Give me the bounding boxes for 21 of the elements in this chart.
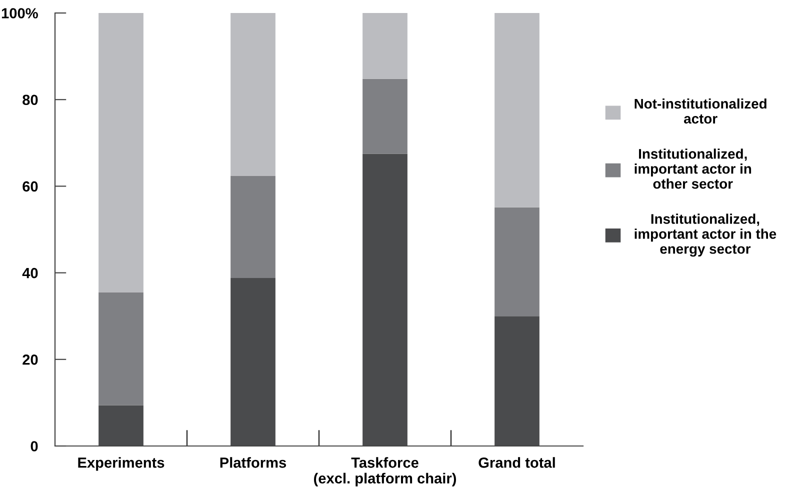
y-tick-label: 100% — [2, 8, 38, 18]
bar — [98, 292, 144, 406]
bar — [230, 13, 276, 176]
x-tick-label: Taskforce (excl. platform chair) — [314, 457, 456, 486]
y-tick-label: 60 — [22, 181, 38, 192]
y-tick-label: 20 — [22, 354, 38, 365]
bar — [494, 207, 540, 316]
y-tick-label: 80 — [22, 94, 38, 106]
y-tick-label: 0 — [30, 441, 38, 452]
legend-label: Not-institutionalized actor — [634, 98, 766, 124]
bar — [362, 13, 408, 79]
bar — [98, 13, 144, 292]
y-tick-label: 40 — [22, 268, 38, 278]
legend-label: Institutionalized, important actor in other sector — [634, 148, 752, 189]
x-tick-label: Experiments — [78, 457, 164, 471]
bar — [230, 176, 276, 278]
bar — [362, 78, 408, 154]
x-tick-label: Grand total — [478, 457, 555, 468]
text: Institutionalized, important actor in the energy sector — [634, 214, 776, 257]
bar — [494, 13, 540, 208]
x-tick-label: Platforms — [220, 457, 286, 468]
